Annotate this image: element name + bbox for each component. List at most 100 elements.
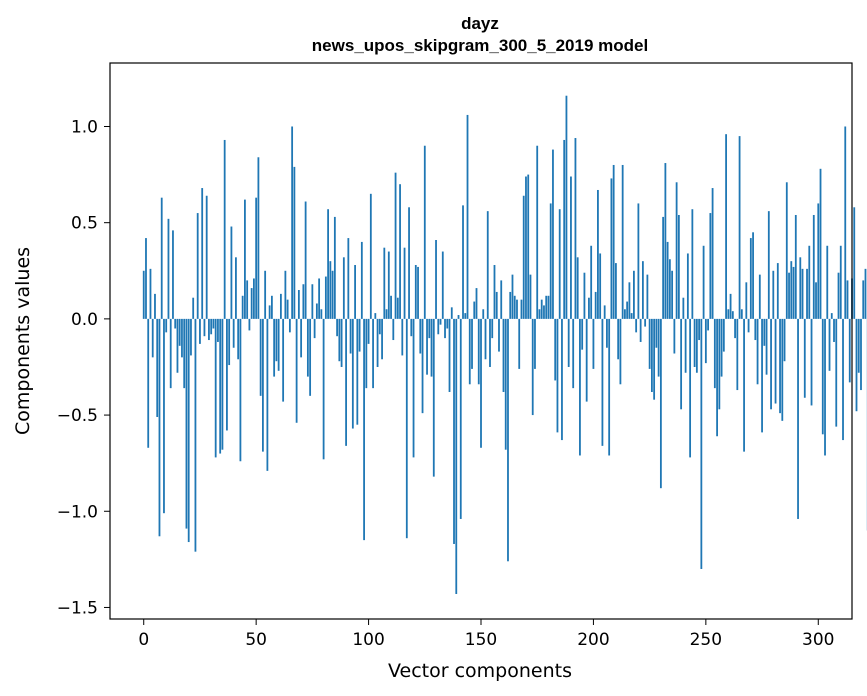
plot-frame bbox=[109, 62, 853, 620]
bar bbox=[513, 295, 516, 319]
bar bbox=[183, 318, 186, 389]
bar bbox=[675, 182, 678, 319]
bar bbox=[684, 318, 687, 373]
bar bbox=[246, 280, 249, 319]
bar bbox=[376, 318, 379, 367]
bar bbox=[828, 318, 831, 371]
bar bbox=[549, 203, 552, 319]
bar bbox=[830, 313, 833, 319]
bar bbox=[266, 318, 269, 471]
bar bbox=[794, 214, 797, 319]
bar bbox=[187, 318, 190, 543]
bar bbox=[716, 318, 718, 437]
bar bbox=[333, 216, 336, 319]
bar bbox=[199, 318, 201, 344]
bar bbox=[439, 318, 442, 325]
bar bbox=[864, 268, 867, 319]
bar bbox=[392, 318, 395, 341]
bar bbox=[241, 295, 244, 319]
bar bbox=[644, 318, 647, 327]
bar bbox=[441, 251, 444, 319]
bar bbox=[318, 278, 321, 319]
y-axis-label: Components values bbox=[12, 247, 34, 435]
x-tick-label: 250 bbox=[690, 630, 722, 650]
bar bbox=[309, 318, 312, 396]
bar bbox=[455, 318, 458, 594]
bar bbox=[412, 318, 415, 458]
bar bbox=[664, 163, 667, 319]
bar bbox=[738, 136, 741, 319]
bar bbox=[315, 303, 318, 319]
bar bbox=[259, 318, 262, 396]
bar bbox=[464, 313, 467, 319]
bar bbox=[345, 318, 347, 446]
bar bbox=[448, 318, 451, 392]
bar bbox=[666, 241, 669, 319]
bar bbox=[525, 176, 527, 319]
bar bbox=[282, 318, 285, 402]
bar bbox=[212, 318, 215, 329]
bar bbox=[518, 318, 521, 369]
bar bbox=[740, 309, 743, 319]
bar bbox=[417, 266, 419, 319]
bar bbox=[729, 293, 732, 319]
bar bbox=[156, 318, 159, 417]
bar bbox=[151, 318, 154, 358]
bar bbox=[178, 318, 181, 346]
bar bbox=[671, 270, 674, 319]
bar bbox=[248, 318, 251, 331]
bar bbox=[801, 268, 804, 319]
bar bbox=[228, 318, 231, 366]
bar bbox=[327, 209, 329, 319]
x-axis-ticks: 0 50 100 150 200 250 300 bbox=[138, 619, 834, 650]
bar bbox=[860, 318, 862, 391]
bar bbox=[432, 318, 435, 477]
y-tick-label: 0.5 bbox=[71, 214, 98, 234]
bar bbox=[270, 295, 273, 319]
bar bbox=[250, 288, 253, 319]
bar bbox=[428, 318, 431, 339]
bar bbox=[466, 114, 469, 319]
bar bbox=[702, 245, 705, 319]
bar bbox=[235, 257, 237, 319]
bar bbox=[538, 309, 541, 319]
bar bbox=[833, 318, 835, 342]
bar bbox=[680, 318, 683, 410]
bar bbox=[394, 172, 397, 319]
bar bbox=[208, 318, 210, 341]
bar bbox=[565, 95, 568, 319]
bar bbox=[711, 188, 714, 319]
bar bbox=[601, 318, 604, 446]
bar bbox=[255, 197, 258, 319]
bar bbox=[745, 282, 748, 319]
bar bbox=[806, 268, 808, 319]
bar bbox=[232, 318, 235, 348]
bar bbox=[516, 299, 518, 319]
bar bbox=[410, 318, 413, 337]
bar bbox=[358, 318, 361, 352]
bar bbox=[722, 318, 725, 352]
bar bbox=[221, 318, 224, 450]
bar bbox=[543, 305, 545, 319]
bar bbox=[561, 318, 563, 441]
bar bbox=[340, 318, 343, 367]
bar bbox=[331, 270, 334, 319]
bar bbox=[540, 299, 543, 319]
bar bbox=[369, 193, 372, 319]
bar bbox=[570, 176, 572, 319]
bar bbox=[257, 157, 260, 319]
bar bbox=[169, 318, 172, 389]
bar bbox=[650, 318, 653, 392]
bar bbox=[338, 318, 341, 362]
bar bbox=[230, 226, 233, 319]
bar bbox=[329, 261, 332, 319]
bar bbox=[758, 274, 761, 319]
bar bbox=[713, 318, 716, 389]
bar bbox=[217, 318, 219, 342]
bar bbox=[475, 288, 478, 319]
bar bbox=[576, 257, 579, 319]
y-tick-label: −1.0 bbox=[57, 502, 98, 522]
bar bbox=[686, 253, 689, 319]
bar bbox=[142, 270, 145, 319]
bar bbox=[430, 318, 433, 377]
